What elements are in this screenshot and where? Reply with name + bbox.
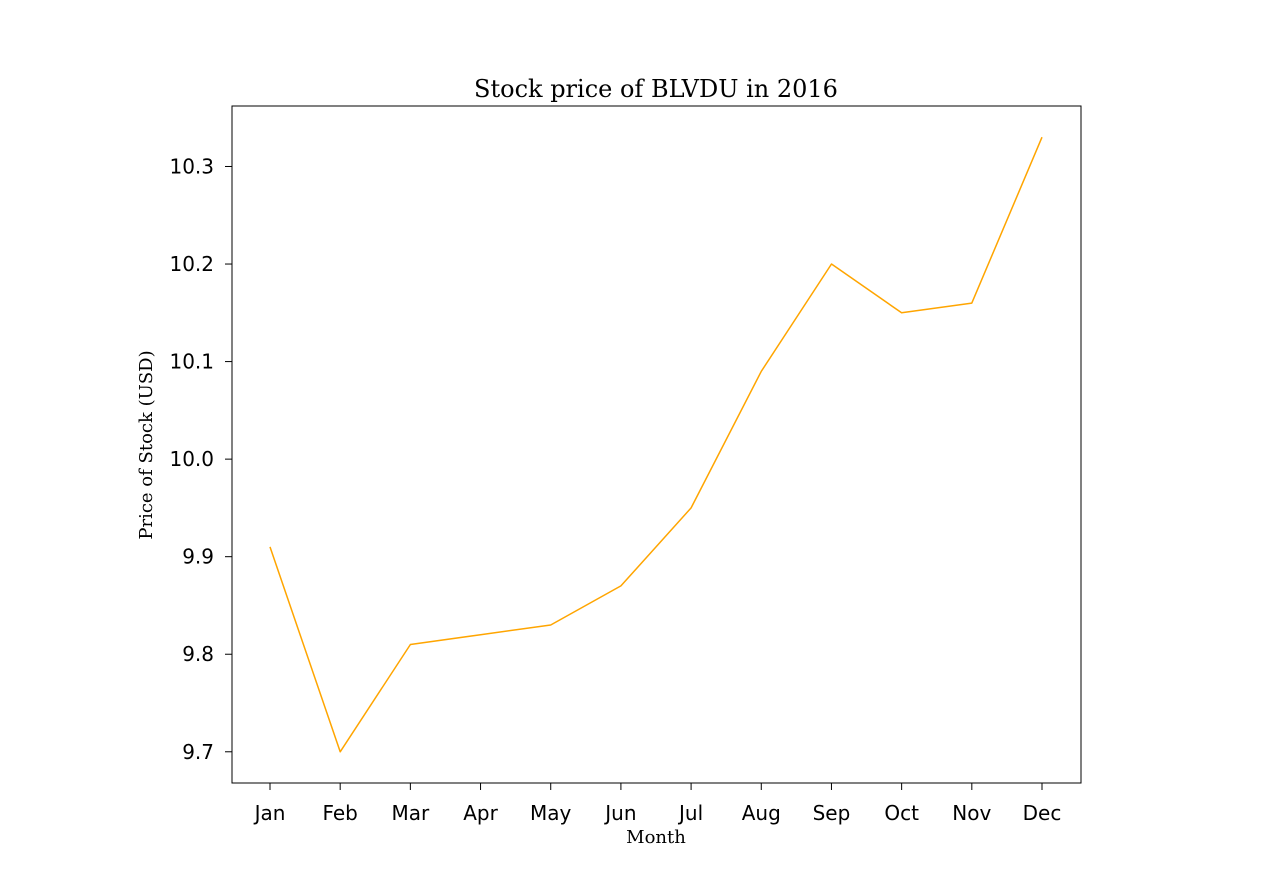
- x-tick-label: Jan: [253, 801, 286, 825]
- x-tick-label: Apr: [463, 801, 498, 825]
- y-tick-label: 10.1: [169, 350, 214, 374]
- y-tick-label: 10.0: [169, 447, 214, 471]
- x-axis-label: Month: [626, 827, 686, 848]
- x-tick-label: May: [530, 801, 572, 825]
- x-tick-label: Jul: [677, 801, 703, 825]
- x-tick-label: Aug: [742, 801, 781, 825]
- x-tick-label: Mar: [391, 801, 430, 825]
- x-tick-label: Oct: [884, 801, 919, 825]
- axis-ticks: Jan Feb Mar Apr May Jun Jul Aug Sep Oct Nov Dec 9.7 9…: [169, 154, 1061, 825]
- series-line: [269, 136, 1043, 753]
- x-tick-label: Sep: [813, 801, 851, 825]
- y-tick-label: 9.9: [182, 545, 214, 569]
- x-tick-label: Feb: [322, 801, 357, 825]
- y-tick-label: 9.7: [182, 740, 214, 764]
- y-tick-label: 10.3: [169, 154, 214, 178]
- plot-frame: [231, 105, 1082, 784]
- x-tick-label: Dec: [1023, 801, 1062, 825]
- y-tick-label: 10.2: [169, 252, 214, 276]
- y-axis-label: Price of Stock (USD): [136, 350, 157, 539]
- y-tick-label: 9.8: [182, 642, 214, 666]
- x-tick-label: Nov: [952, 801, 991, 825]
- chart-title: Stock price of BLVDU in 2016: [474, 75, 838, 103]
- x-tick-label: Jun: [603, 801, 636, 825]
- series-layer: [269, 136, 1043, 753]
